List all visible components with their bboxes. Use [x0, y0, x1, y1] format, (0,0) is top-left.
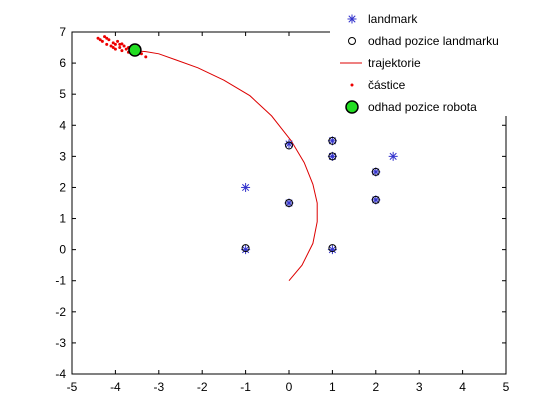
x-tick-label: -5 — [67, 380, 78, 394]
particle-point — [111, 46, 115, 50]
y-tick-label: 6 — [59, 56, 66, 70]
landmark-estimate-point — [328, 152, 337, 161]
particle-point — [107, 38, 111, 42]
legend-swatch-robot — [345, 100, 359, 114]
y-tick-label: 3 — [59, 149, 66, 163]
y-tick-label: 2 — [59, 180, 66, 194]
x-tick-label: 0 — [286, 380, 293, 394]
landmark-estimate-point — [371, 167, 380, 176]
landmark-estimate-point — [371, 195, 380, 204]
x-tick-label: 4 — [459, 380, 466, 394]
particle-point — [120, 49, 124, 53]
y-tick-label: 5 — [59, 87, 66, 101]
particle-point — [118, 46, 122, 50]
legend-label: částice — [368, 78, 406, 92]
legend-item: trajektorie — [340, 56, 421, 70]
robot-estimate-point — [128, 43, 142, 57]
landmark-point — [388, 151, 398, 161]
legend-swatch-particles — [350, 83, 354, 87]
y-tick-label: 4 — [59, 118, 66, 132]
legend-label: odhad pozice robota — [368, 100, 477, 114]
legend-swatch-landmark-estimate — [348, 37, 356, 45]
x-tick-label: 2 — [372, 380, 379, 394]
particle-point — [113, 47, 117, 51]
legend-item: odhad pozice landmarku — [348, 34, 499, 48]
landmark-estimate-point — [285, 141, 293, 150]
x-tick-label: -3 — [153, 380, 164, 394]
particle-point — [100, 39, 104, 43]
x-tick-label: -4 — [110, 380, 121, 394]
legend-label: landmark — [368, 12, 418, 26]
plot-layer — [96, 35, 398, 282]
particle-point — [109, 44, 113, 48]
y-tick-label: -1 — [55, 274, 66, 288]
legend-label: trajektorie — [368, 56, 421, 70]
landmark-point — [241, 182, 251, 192]
x-tick-label: 3 — [416, 380, 423, 394]
x-tick-label: -1 — [240, 380, 251, 394]
x-tick-label: -2 — [197, 380, 208, 394]
landmark-estimate-point — [328, 244, 337, 253]
particle-point — [124, 47, 128, 51]
particle-point — [96, 36, 100, 40]
particle-point — [120, 42, 124, 46]
legend-swatch-landmark — [347, 14, 357, 24]
y-tick-label: 0 — [59, 243, 66, 257]
legend-box — [330, 6, 540, 116]
legend-label: odhad pozice landmarku — [368, 34, 499, 48]
landmark-estimate-point — [328, 136, 337, 145]
legend-item: landmark — [347, 12, 418, 26]
legend: landmark odhad pozice landmarku trajektori… — [330, 6, 540, 116]
particle-point — [122, 44, 126, 48]
landmark-estimate-point — [241, 244, 250, 253]
y-tick-label: -4 — [55, 367, 66, 381]
particle-point — [105, 36, 109, 40]
legend-item: odhad pozice robota — [345, 100, 477, 114]
trajectory-line — [134, 50, 318, 282]
x-tick-label: 5 — [503, 380, 510, 394]
particle-point — [103, 35, 107, 39]
particle-point — [111, 41, 115, 45]
x-tick-label: 1 — [329, 380, 336, 394]
y-tick-label: -2 — [55, 305, 66, 319]
landmark-estimate-point — [285, 199, 293, 207]
y-tick-label: 1 — [59, 212, 66, 226]
particle-point — [144, 55, 148, 59]
particle-point — [113, 42, 117, 46]
particle-point — [98, 38, 102, 42]
particle-point — [116, 39, 120, 43]
y-tick-label: 7 — [59, 25, 66, 39]
legend-item: částice — [350, 78, 406, 92]
particle-point — [105, 42, 109, 46]
y-tick-label: -3 — [55, 336, 66, 350]
